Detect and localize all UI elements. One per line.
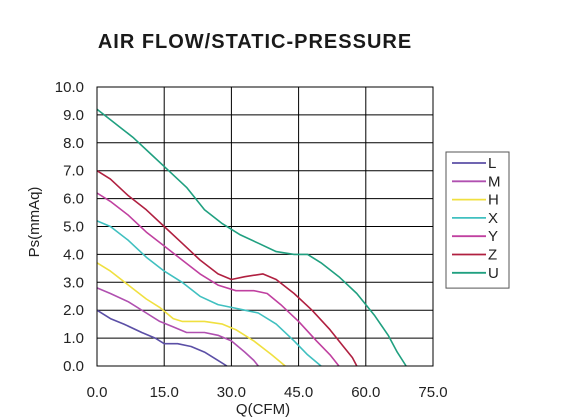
x-tick-label: 60.0 [351,384,380,401]
legend-label: Z [488,247,497,264]
series-line-h [96,262,286,367]
x-tick-label: 75.0 [418,384,447,401]
legend-label: U [488,265,499,282]
y-axis-label: Ps(mmAq) [26,187,43,258]
series-line-z [96,170,358,367]
series-lines [96,108,407,367]
y-tick-label: 3.0 [63,274,84,291]
y-tick-label: 1.0 [63,330,84,347]
y-tick-label: 0.0 [63,358,84,375]
x-axis-label: Q(CFM) [236,401,290,418]
y-tick-labels: 0.0 1.0 2.0 3.0 4.0 5.0 6.0 7.0 8.0 9.0 10.0 [55,79,84,375]
legend-label: M [488,173,501,190]
legend-box [445,151,510,289]
y-tick-label: 6.0 [63,191,84,208]
legend-label: Y [488,228,498,245]
legend-label: H [488,192,499,209]
series-line-u [96,108,407,367]
y-tick-label: 10.0 [55,79,84,96]
x-tick-labels: 0.0 15.0 30.0 45.0 60.0 75.0 [87,384,448,401]
y-tick-label: 7.0 [63,163,84,180]
legend-label: X [488,210,498,227]
y-tick-label: 4.0 [63,246,84,263]
series-line-y [96,192,340,367]
x-tick-label: 0.0 [87,384,108,401]
y-tick-label: 2.0 [63,302,84,319]
y-tick-label: 8.0 [63,135,84,152]
y-tick-label: 5.0 [63,219,84,236]
plot-area [96,86,434,367]
x-tick-label: 45.0 [284,384,313,401]
y-tick-label: 9.0 [63,107,84,124]
x-tick-label: 30.0 [217,384,246,401]
series-line-x [96,220,322,367]
x-tick-label: 15.0 [150,384,179,401]
grid [96,86,434,367]
series-line-l [96,309,228,367]
chart-title: AIR FLOW/STATIC-PRESSURE [98,31,412,53]
series-line-m [96,287,259,367]
legend-label: L [488,155,496,172]
